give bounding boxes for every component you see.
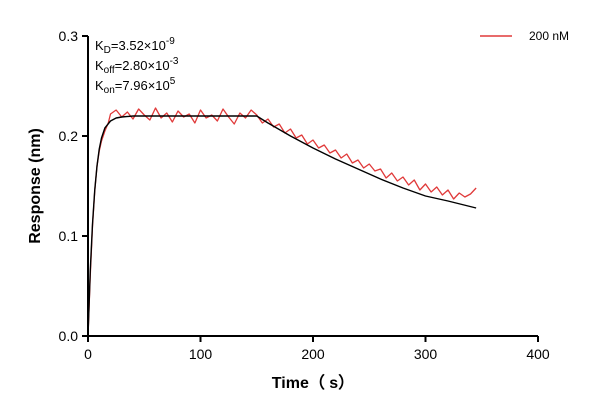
x-axis-title: Time（ s） [272, 374, 354, 392]
x-tick-label: 0 [84, 346, 92, 362]
x-tick-label: 100 [189, 346, 213, 362]
plot-area [87, 107, 477, 337]
series-line-0 [87, 107, 477, 337]
kinetic-constant-label: KD=3.52×10-9 [95, 36, 175, 56]
x-tick-label: 300 [414, 346, 438, 362]
y-axis-title: Response (nm) [27, 128, 44, 244]
y-tick-label: 0.1 [59, 228, 79, 244]
x-tick-label: 200 [301, 346, 325, 362]
x-tick-label: 400 [526, 346, 550, 362]
ticks: 0 100 200 300 400 0.0 0.1 0.2 0.3 [59, 28, 550, 362]
fit-curve-line [87, 115, 477, 337]
y-tick-label: 0.0 [59, 328, 79, 344]
y-tick-label: 0.2 [59, 128, 79, 144]
legend-label: 200 nM [529, 29, 569, 43]
legend: 200 nM [480, 29, 569, 43]
kinetic-constant-label: Koff=2.80×10-3 [95, 56, 179, 76]
kinetic-constant-label: Kon=7.96×105 [95, 76, 176, 96]
y-tick-label: 0.3 [59, 28, 79, 44]
